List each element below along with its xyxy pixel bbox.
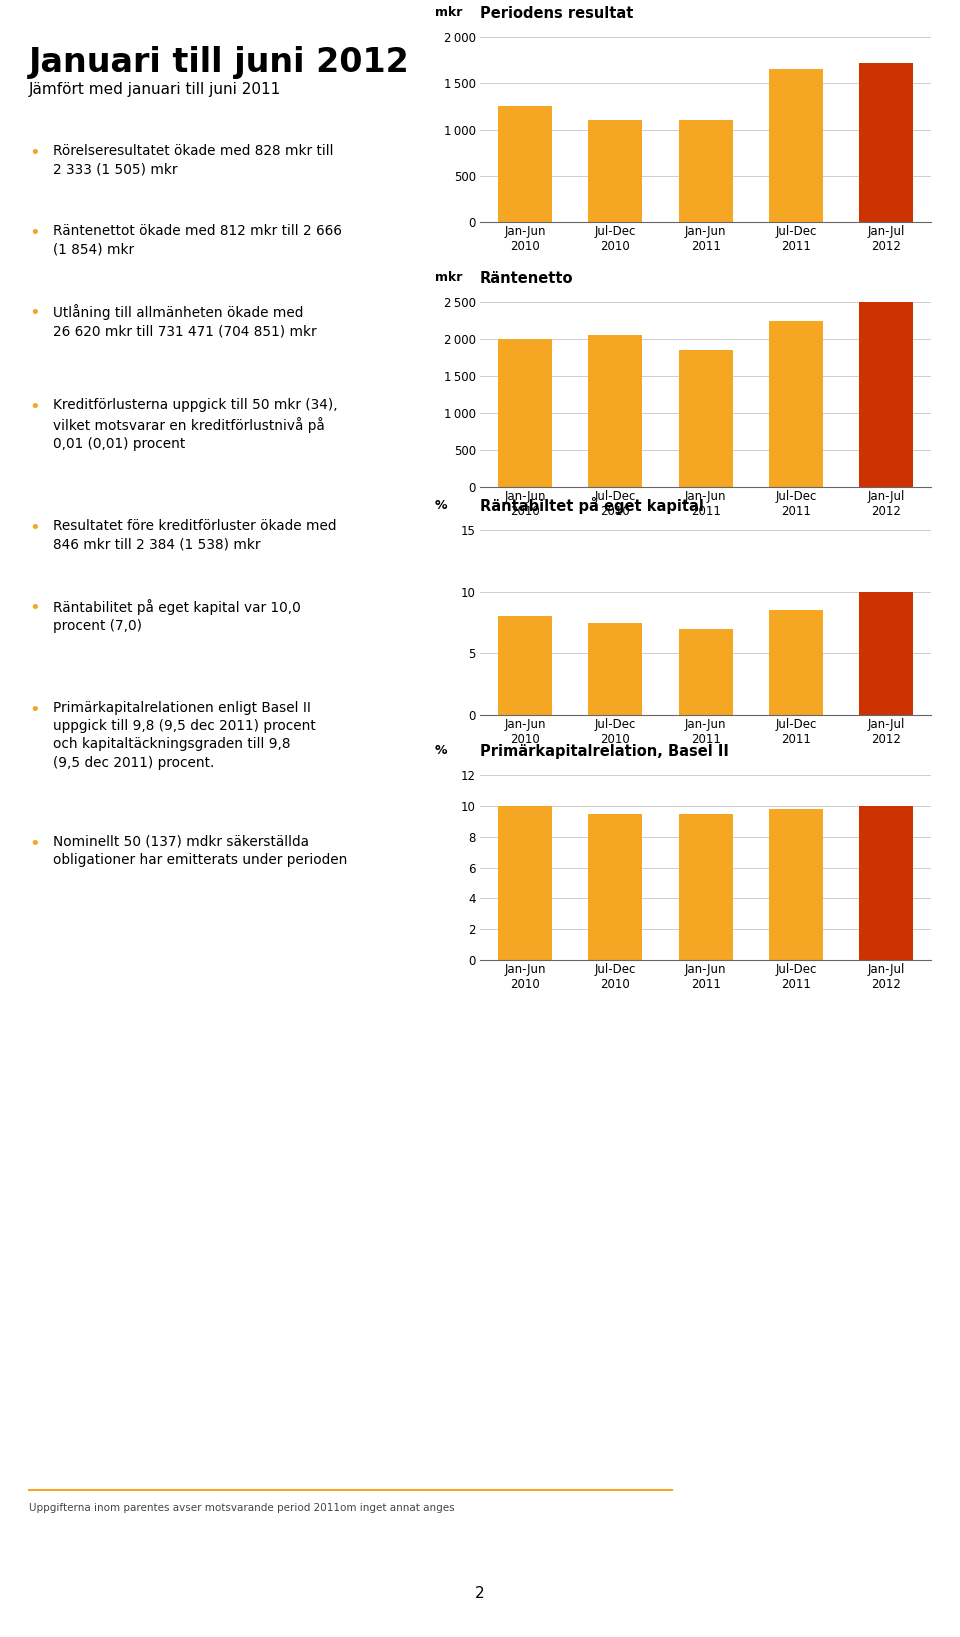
Text: •: • [29, 224, 39, 242]
Text: Utlåning till allmänheten ökade med
26 620 mkr till 731 471 (704 851) mkr: Utlåning till allmänheten ökade med 26 6… [53, 304, 317, 339]
Text: Jämfört med januari till juni 2011: Jämfört med januari till juni 2011 [29, 82, 281, 97]
Bar [588, 814, 642, 959]
Bar [498, 805, 552, 959]
Text: mkr: mkr [435, 5, 463, 18]
Text: Uppgifterna inom parentes avser motsvarande period 2011om inget annat anges: Uppgifterna inom parentes avser motsvara… [29, 1503, 454, 1513]
Bar [679, 814, 732, 959]
Bar [859, 591, 913, 715]
Bar [588, 622, 642, 715]
Text: •: • [29, 599, 39, 617]
Bar [679, 120, 732, 223]
Bar [498, 339, 552, 486]
Bar [498, 106, 552, 223]
Bar [588, 336, 642, 486]
Text: Periodens resultat: Periodens resultat [480, 5, 634, 21]
Text: •: • [29, 304, 39, 322]
Text: Räntabilitet på eget kapital var 10,0
procent (7,0): Räntabilitet på eget kapital var 10,0 pr… [53, 599, 300, 634]
Bar [859, 62, 913, 223]
Text: Räntenetto: Räntenetto [480, 270, 573, 285]
Text: mkr: mkr [435, 270, 463, 283]
Bar [769, 809, 823, 959]
Bar [498, 617, 552, 715]
Text: 2: 2 [475, 1586, 485, 1601]
Bar [769, 69, 823, 223]
Bar [859, 301, 913, 486]
Text: •: • [29, 701, 39, 719]
Text: Resultatet före kreditförluster ökade med
846 mkr till 2 384 (1 538) mkr: Resultatet före kreditförluster ökade me… [53, 519, 336, 552]
Text: Nominellt 50 (137) mdkr säkerställda
obligationer har emitterats under perioden: Nominellt 50 (137) mdkr säkerställda obl… [53, 835, 348, 868]
Text: •: • [29, 519, 39, 537]
Bar [769, 611, 823, 715]
Text: Rörelseresultatet ökade med 828 mkr till
2 333 (1 505) mkr: Rörelseresultatet ökade med 828 mkr till… [53, 144, 333, 177]
Text: Primärkapitalrelationen enligt Basel II
uppgick till 9,8 (9,5 dec 2011) procent
: Primärkapitalrelationen enligt Basel II … [53, 701, 316, 769]
Text: Räntabiltet på eget kapital: Räntabiltet på eget kapital [480, 496, 704, 514]
Text: •: • [29, 835, 39, 853]
Bar [769, 321, 823, 486]
Text: •: • [29, 398, 39, 416]
Text: Räntenettot ökade med 812 mkr till 2 666
(1 854) mkr: Räntenettot ökade med 812 mkr till 2 666… [53, 224, 342, 257]
Bar [859, 805, 913, 959]
Text: %: % [435, 743, 447, 756]
Bar [588, 120, 642, 223]
Bar [679, 629, 732, 715]
Text: •: • [29, 144, 39, 162]
Bar [679, 350, 732, 486]
Text: Kreditförlusterna uppgick till 50 mkr (34),
vilket motsvarar en kreditförlustniv: Kreditförlusterna uppgick till 50 mkr (3… [53, 398, 337, 452]
Text: Primärkapitalrelation, Basel II: Primärkapitalrelation, Basel II [480, 743, 729, 758]
Text: Januari till juni 2012: Januari till juni 2012 [29, 46, 410, 79]
Text: %: % [435, 499, 447, 511]
